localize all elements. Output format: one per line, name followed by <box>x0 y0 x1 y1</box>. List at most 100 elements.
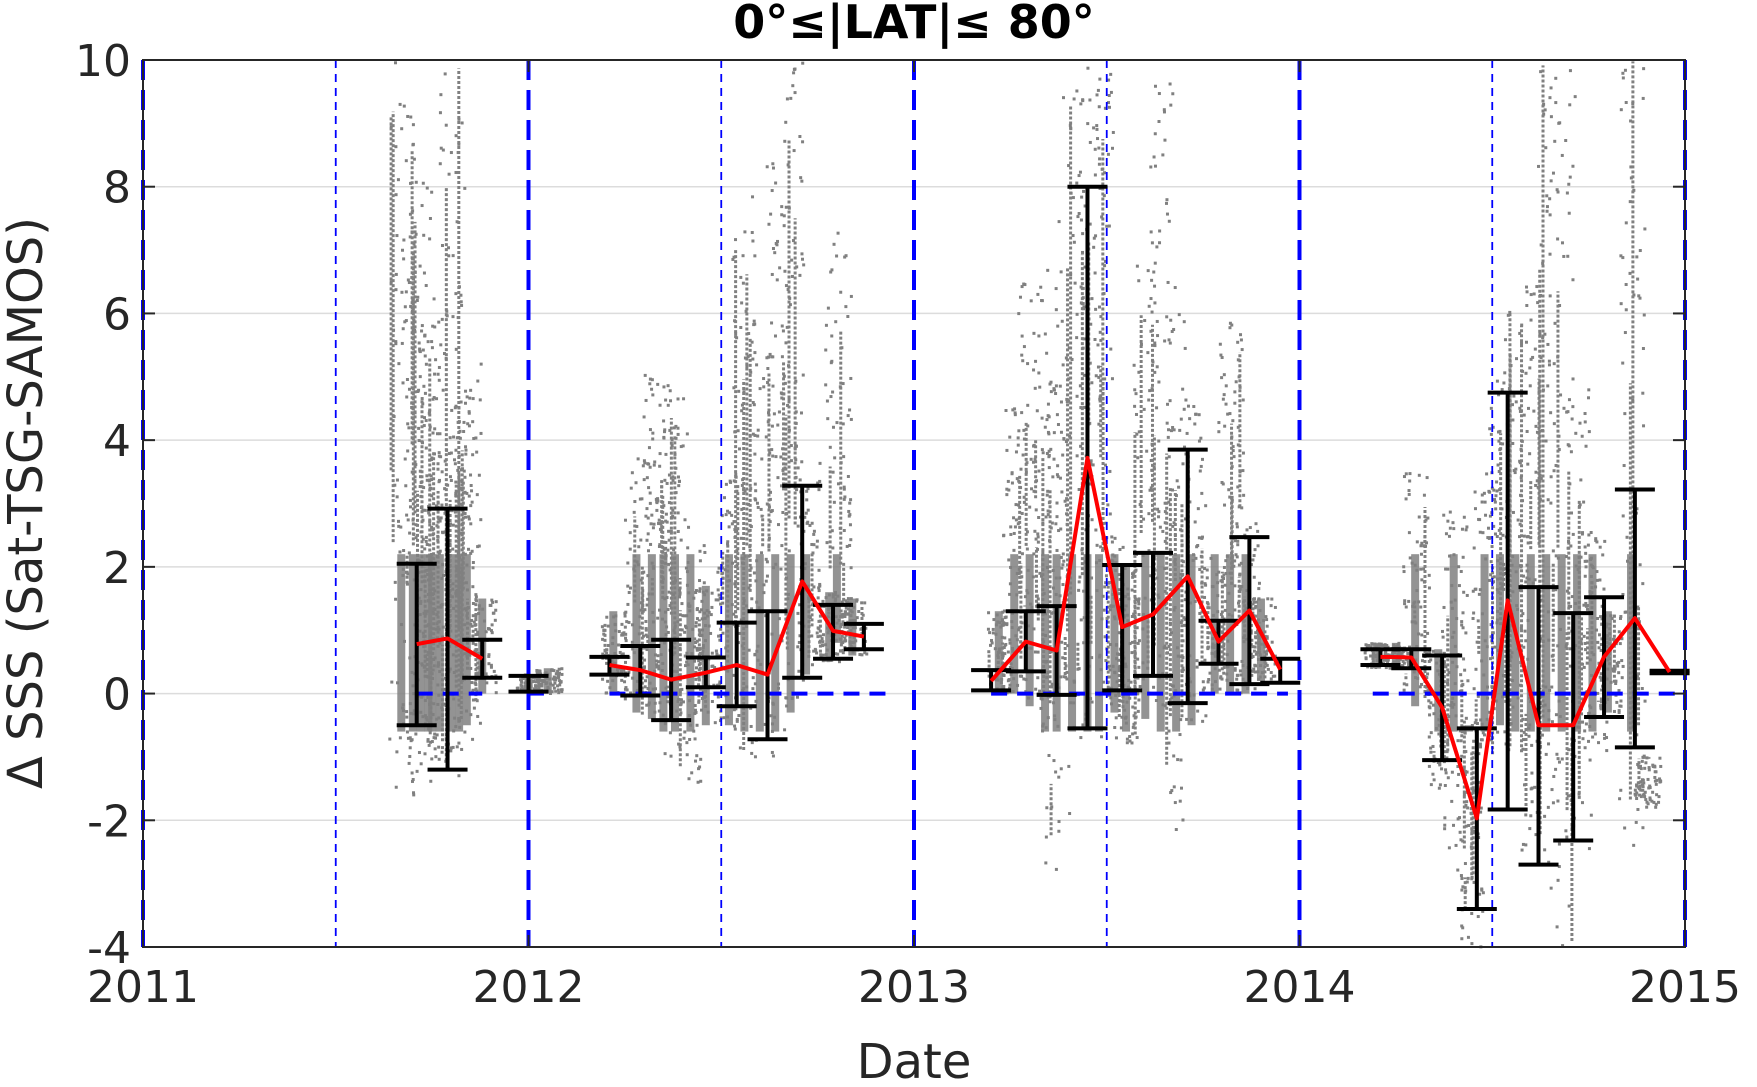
scatter-point <box>839 290 843 294</box>
scatter-point <box>812 543 816 547</box>
scatter-point <box>1480 493 1484 497</box>
scatter-point <box>1617 709 1621 713</box>
scatter-point <box>1102 608 1106 612</box>
scatter-point <box>1543 108 1547 112</box>
scatter-point <box>1103 264 1107 268</box>
scatter-point <box>1238 572 1242 576</box>
scatter-core <box>1122 566 1131 732</box>
scatter-point <box>1055 501 1059 505</box>
scatter-point <box>557 691 561 695</box>
scatter-point <box>474 672 478 676</box>
scatter-point <box>1619 616 1623 620</box>
scatter-point <box>1628 271 1632 275</box>
scatter-point <box>1386 645 1390 649</box>
scatter-point <box>805 489 809 493</box>
scatter-point <box>394 342 398 346</box>
scatter-point <box>428 425 432 429</box>
scatter-point <box>693 708 697 712</box>
scatter-point <box>1540 733 1544 737</box>
scatter-point <box>1137 279 1141 283</box>
scatter-point <box>1254 522 1258 526</box>
scatter-point <box>1058 476 1062 480</box>
scatter-point <box>697 767 701 771</box>
scatter-point <box>739 536 743 540</box>
scatter-point <box>747 502 751 506</box>
scatter-point <box>1252 649 1256 653</box>
scatter-point <box>626 584 630 588</box>
scatter-point <box>671 508 675 512</box>
scatter-point <box>1564 829 1568 833</box>
scatter-point <box>1455 617 1459 621</box>
scatter-point <box>1250 638 1254 642</box>
scatter-point <box>1078 575 1082 579</box>
scatter-point <box>1591 566 1595 570</box>
scatter-point <box>1050 611 1054 615</box>
scatter-point <box>1009 525 1013 529</box>
scatter-point <box>645 476 649 480</box>
scatter-point <box>1598 545 1602 549</box>
scatter-point <box>1638 563 1642 567</box>
scatter-point <box>637 632 641 636</box>
scatter-point <box>1041 722 1045 726</box>
scatter-point <box>464 389 468 393</box>
scatter-point <box>770 189 774 193</box>
scatter-point <box>1648 798 1652 802</box>
scatter-point <box>419 710 423 714</box>
scatter-point <box>684 566 688 570</box>
scatter-point <box>1548 197 1552 201</box>
scatter-point <box>540 682 544 686</box>
scatter-point <box>710 591 714 595</box>
scatter-point <box>1117 692 1121 696</box>
scatter-point <box>1472 546 1476 550</box>
scatter-point <box>465 491 469 495</box>
scatter-point <box>753 433 757 437</box>
scatter-point <box>554 672 558 676</box>
scatter-point <box>739 325 743 329</box>
scatter-point <box>1026 568 1030 572</box>
scatter-point <box>1249 563 1253 567</box>
scatter-point <box>1583 746 1587 750</box>
scatter-point <box>1548 294 1552 298</box>
scatter-point <box>1528 366 1532 370</box>
scatter-point <box>998 621 1002 625</box>
scatter-point <box>1080 250 1084 254</box>
scatter-point <box>821 640 825 644</box>
scatter-point <box>1152 685 1156 689</box>
y-tick-label: -4 <box>87 923 131 974</box>
scatter-point <box>673 624 677 628</box>
scatter-point <box>408 235 412 239</box>
scatter-point <box>623 687 627 691</box>
scatter-point <box>457 406 461 410</box>
scatter-point <box>1239 673 1243 677</box>
scatter-point <box>408 746 412 750</box>
mean-line <box>1380 598 1672 821</box>
scatter-point <box>1092 126 1096 130</box>
scatter-point <box>1493 500 1497 504</box>
scatter-point <box>459 584 463 588</box>
scatter-point <box>1157 120 1161 124</box>
scatter-point <box>436 661 440 665</box>
scatter-point <box>467 410 471 414</box>
scatter-point <box>733 582 737 586</box>
scatter-point <box>818 584 822 588</box>
scatter-point <box>423 416 427 420</box>
scatter-point <box>827 608 831 612</box>
scatter-point <box>810 663 814 667</box>
scatter-point <box>433 732 437 736</box>
scatter-point <box>745 685 749 689</box>
scatter-point <box>701 643 705 647</box>
scatter-point <box>1117 658 1121 662</box>
scatter-point <box>665 625 669 629</box>
scatter-point <box>550 668 554 672</box>
scatter-point <box>1189 718 1193 722</box>
scatter-point <box>410 401 414 405</box>
scatter-point <box>405 730 409 734</box>
scatter-point <box>1137 370 1141 374</box>
scatter-point <box>440 714 444 718</box>
scatter-point <box>1384 666 1388 670</box>
scatter-point <box>733 727 737 731</box>
scatter-point <box>1543 848 1547 852</box>
scatter-point <box>1260 671 1264 675</box>
scatter-point <box>1525 576 1529 580</box>
scatter-point <box>1407 531 1411 535</box>
